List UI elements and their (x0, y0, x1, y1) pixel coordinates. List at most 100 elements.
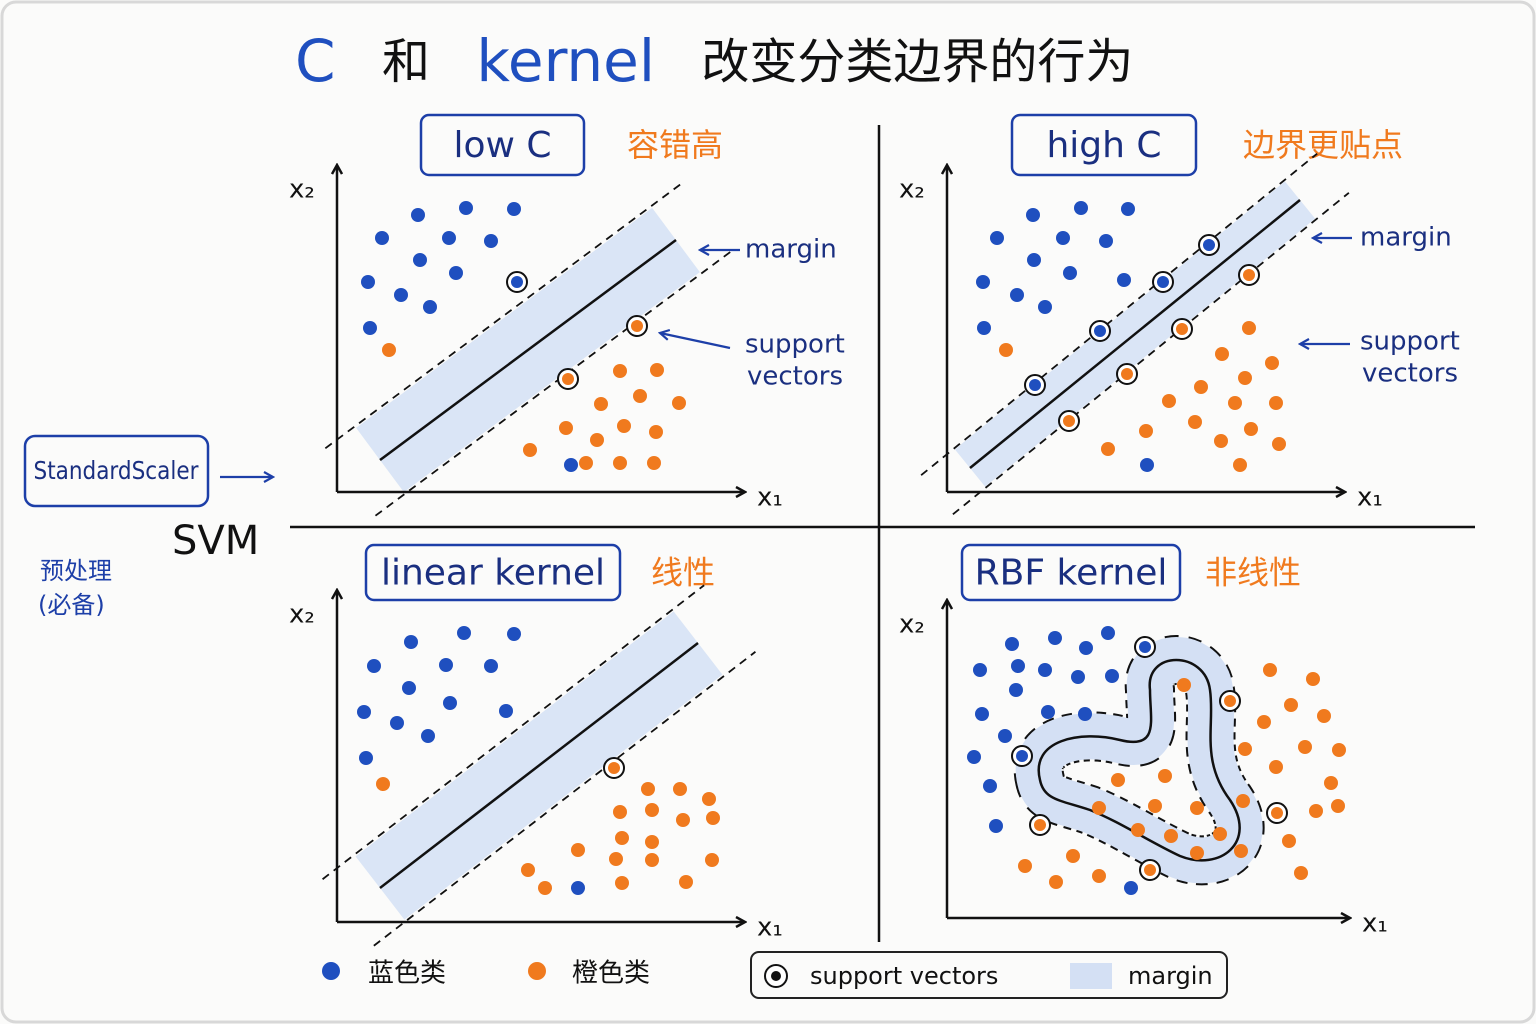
orange-point (1294, 866, 1308, 880)
orange-point (650, 363, 664, 377)
orange-point (376, 777, 390, 791)
orange-point (706, 811, 720, 825)
annotation: support (745, 330, 845, 360)
annotation: support (1360, 327, 1460, 357)
orange-point (1317, 709, 1331, 723)
legend-label: support vectors (810, 962, 998, 990)
blue-point (361, 275, 375, 289)
orange-point (676, 813, 690, 827)
blue-point (507, 202, 521, 216)
orange-point (594, 397, 608, 411)
blue-point (564, 458, 578, 472)
orange-point (702, 792, 716, 806)
orange-point (1257, 715, 1271, 729)
orange-point (1238, 371, 1252, 385)
blue-point (413, 253, 427, 267)
blue-point (1121, 202, 1135, 216)
orange-point (1092, 869, 1106, 883)
panel-label: low C (453, 125, 551, 166)
orange-point (645, 853, 659, 867)
orange-point (521, 863, 535, 877)
blue-point (484, 659, 498, 673)
orange-point (382, 343, 396, 357)
orange-point (1213, 827, 1227, 841)
blue-point (975, 707, 989, 721)
support-vector (1029, 379, 1041, 391)
blue-point (1074, 201, 1088, 215)
orange-point (1332, 743, 1346, 757)
legend-dot (322, 962, 340, 980)
orange-point (1324, 776, 1338, 790)
blue-point (1009, 683, 1023, 697)
orange-point (673, 782, 687, 796)
orange-point (1269, 396, 1283, 410)
orange-point (1101, 442, 1115, 456)
title-part: kernel (476, 27, 655, 95)
decision-boundary (379, 642, 699, 889)
support-vector (1157, 276, 1169, 288)
orange-point (1242, 321, 1256, 335)
orange-point (1233, 458, 1247, 472)
orange-point (672, 396, 686, 410)
orange-point (615, 876, 629, 890)
orange-point (609, 852, 623, 866)
blue-point (990, 231, 1004, 245)
margin-edge (952, 192, 1350, 516)
blue-point (967, 750, 981, 764)
orange-point (617, 419, 631, 433)
x-axis-label: x₁ (1362, 909, 1388, 939)
blue-point (1071, 670, 1085, 684)
blue-point (484, 234, 498, 248)
blue-point (499, 704, 513, 718)
orange-point (649, 425, 663, 439)
blue-point (1038, 300, 1052, 314)
orange-point (523, 443, 537, 457)
orange-point (613, 456, 627, 470)
blue-point (983, 779, 997, 793)
blue-point (442, 231, 456, 245)
blue-point (1078, 707, 1092, 721)
orange-point (1309, 804, 1323, 818)
orange-point (999, 343, 1013, 357)
legend-sv (771, 971, 781, 981)
blue-point (977, 321, 991, 335)
support-vector (608, 762, 620, 774)
orange-point (1092, 801, 1106, 815)
orange-point (1049, 875, 1063, 889)
legend-label: 橙色类 (572, 959, 650, 989)
panel-label: RBF kernel (975, 553, 1168, 594)
support-vector (562, 373, 574, 385)
decision-boundary (969, 199, 1301, 469)
orange-point (679, 875, 693, 889)
y-axis-label: x₂ (899, 610, 925, 640)
orange-point (1238, 742, 1252, 756)
orange-point (1228, 396, 1242, 410)
blue-point (1124, 881, 1138, 895)
blue-point (976, 275, 990, 289)
blue-point (363, 321, 377, 335)
orange-point (1164, 829, 1178, 843)
side-note: (必备) (38, 591, 105, 619)
support-vector (1144, 864, 1156, 876)
annotation: margin (1360, 223, 1452, 253)
orange-point (1244, 422, 1258, 436)
blue-point (375, 231, 389, 245)
blue-point (359, 751, 373, 765)
blue-point (439, 658, 453, 672)
margin-edge (373, 651, 756, 947)
orange-point (615, 831, 629, 845)
panel-label-box (960, 543, 1182, 602)
scaler-box (23, 434, 210, 508)
blue-point (507, 627, 521, 641)
support-vector (1121, 368, 1133, 380)
orange-point (1298, 740, 1312, 754)
title: C 和 kernel 改变分类边界的行为 (295, 27, 1133, 95)
orange-point (1158, 769, 1172, 783)
annotation: vectors (1362, 359, 1458, 389)
orange-point (1263, 663, 1277, 677)
blue-point (1105, 669, 1119, 683)
support-vector (1176, 323, 1188, 335)
orange-point (1284, 698, 1298, 712)
x-axis-label: x₁ (757, 913, 783, 943)
orange-point (1306, 672, 1320, 686)
